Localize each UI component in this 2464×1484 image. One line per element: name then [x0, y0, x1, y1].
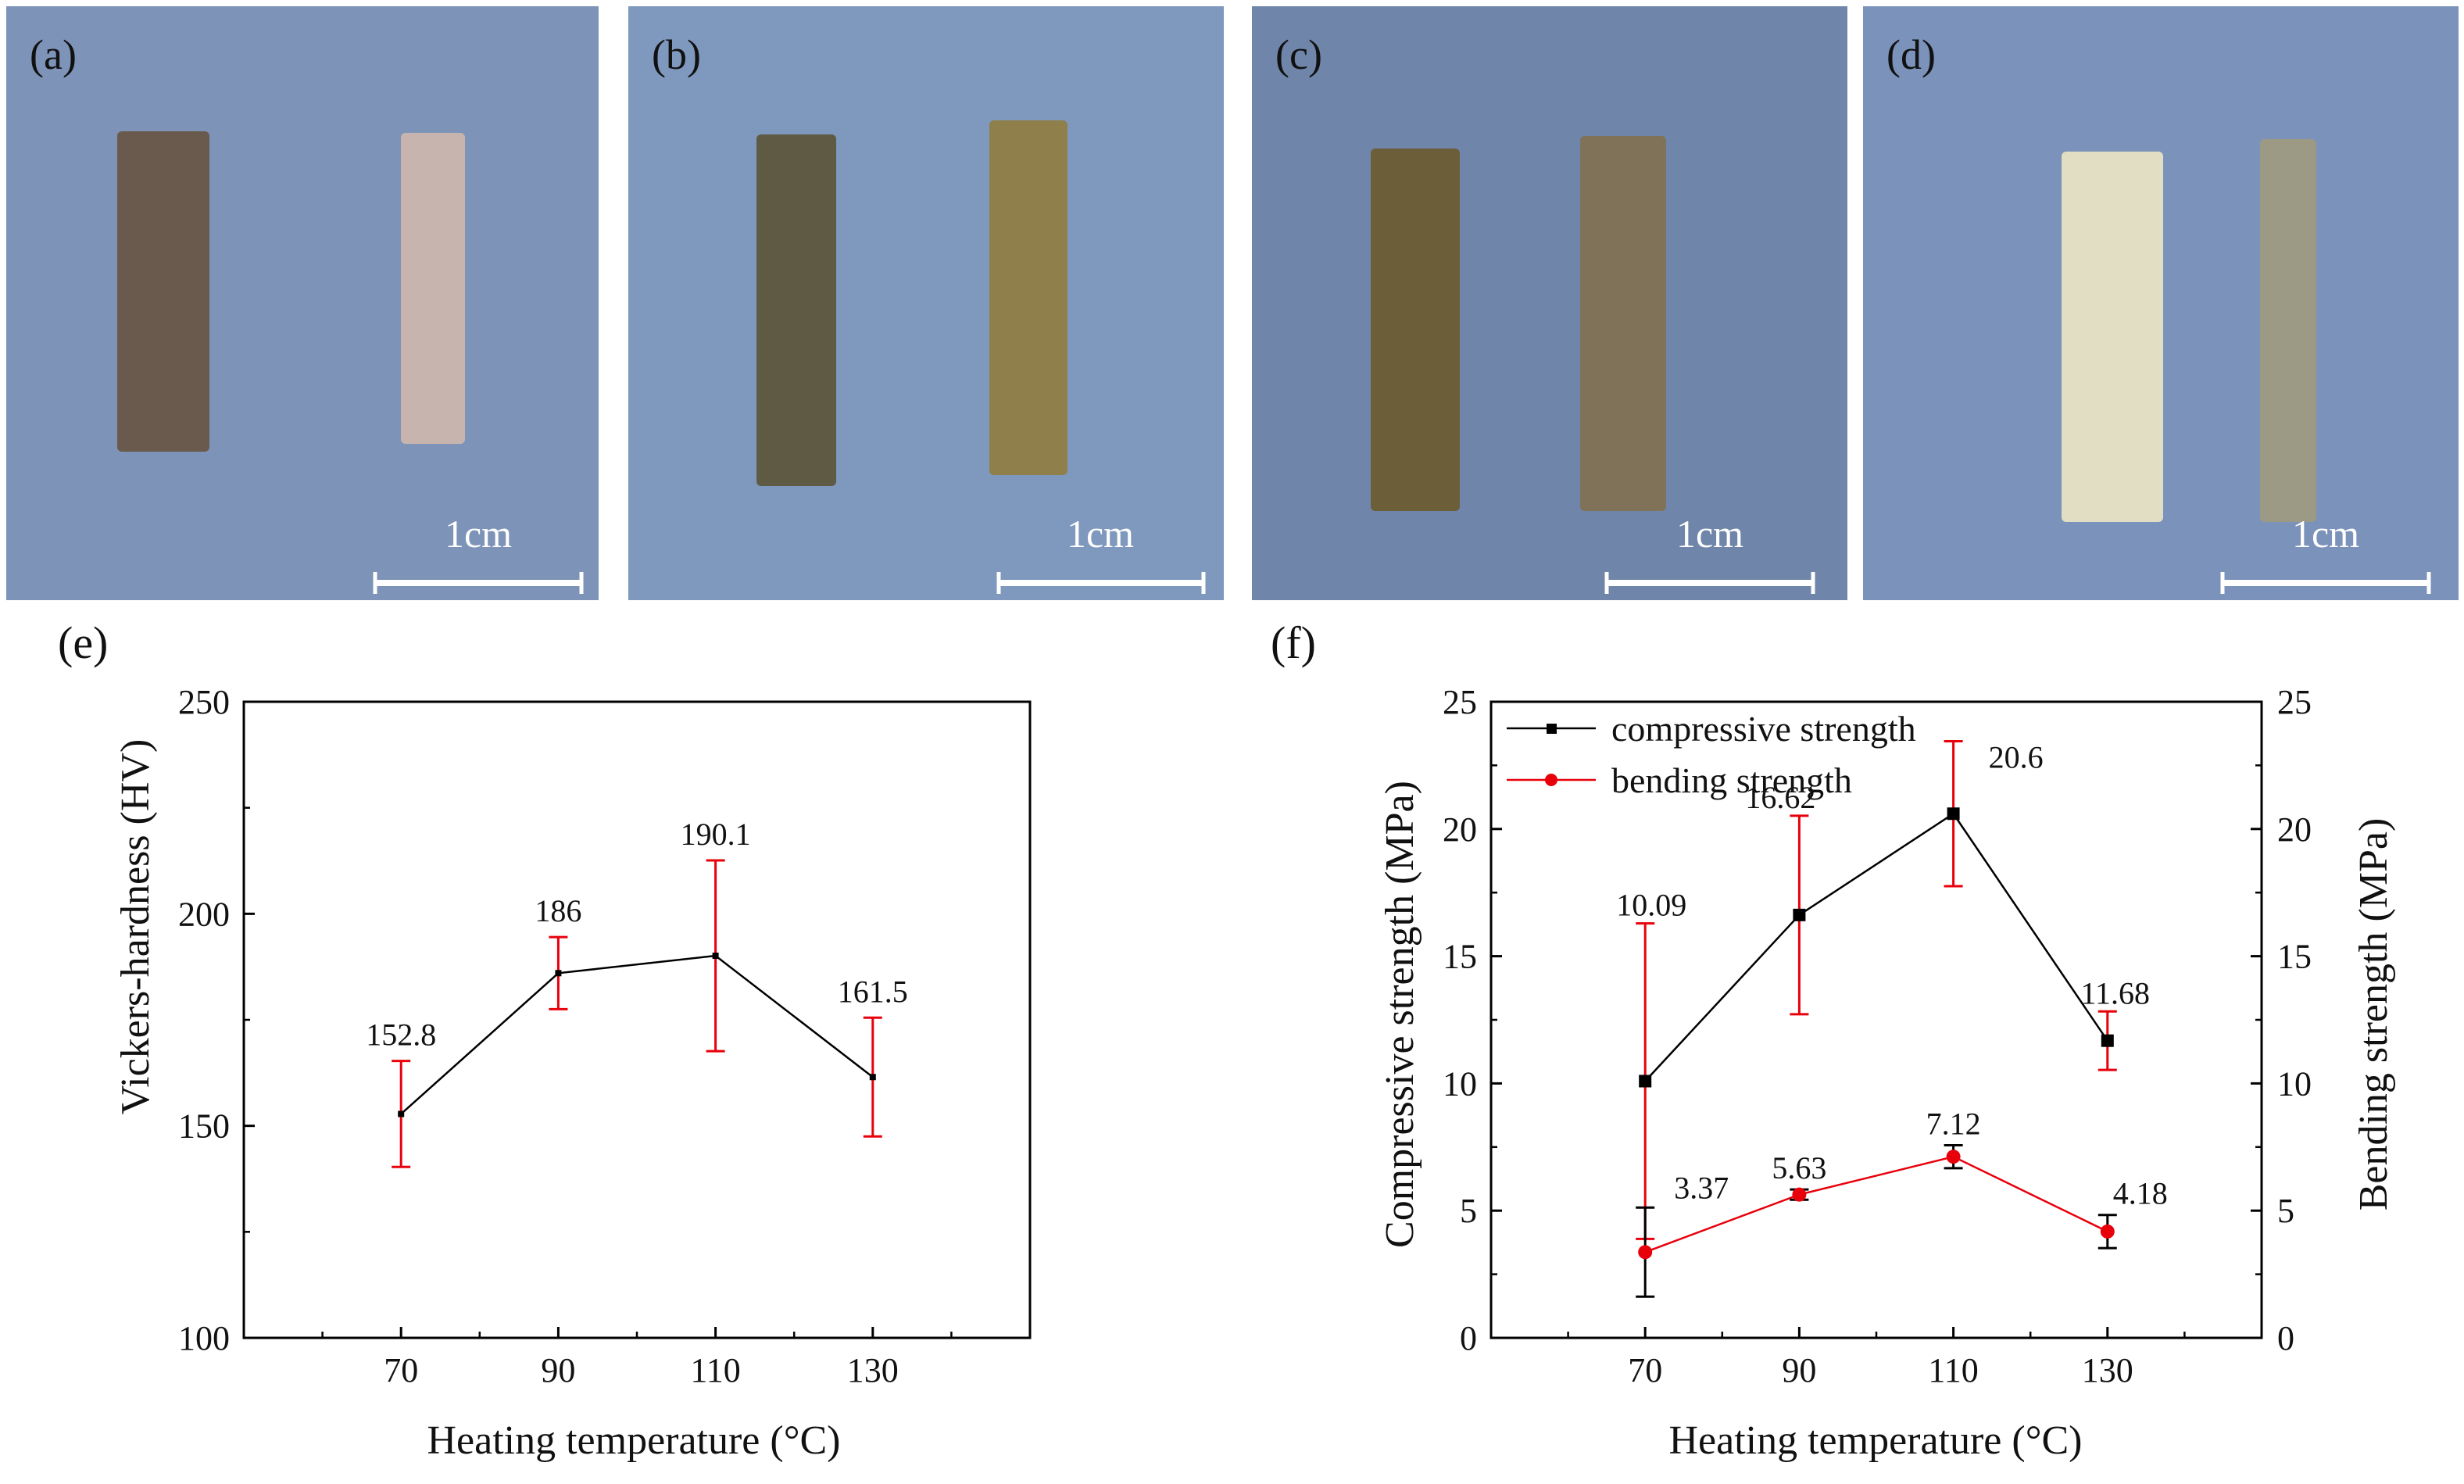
data-point — [712, 953, 719, 960]
chart-e: (e) Vickers-hardness (HV) Heating temper… — [58, 617, 1032, 1463]
y-right-tick-label: 10 — [2277, 1064, 2312, 1103]
charts-area: (e) Vickers-hardness (HV) Heating temper… — [58, 617, 2396, 1463]
x-tick-label: 90 — [541, 1351, 575, 1389]
chart-f: (f) Compressive strength (MPa) Bending s… — [1271, 617, 2396, 1463]
photo-c-background — [1252, 6, 1847, 600]
sample-bar-right — [989, 120, 1067, 475]
x-tick-label: 110 — [690, 1351, 740, 1389]
panel-label-c: (c) — [1275, 31, 1322, 78]
photo-d-image: (d) 1cm — [1863, 6, 2459, 600]
data-label: 4.18 — [2113, 1176, 2168, 1211]
y-tick-label: 250 — [178, 683, 230, 721]
y-tick-label: 150 — [178, 1107, 230, 1146]
scale-bar-label: 1cm — [445, 512, 512, 556]
data-label: 190.1 — [681, 817, 751, 852]
sample-bar-left — [1371, 148, 1460, 511]
data-label: 3.37 — [1674, 1170, 1729, 1205]
y-tick-label: 25 — [1443, 683, 1477, 721]
photo-b-image: (b) 1cm — [628, 6, 1224, 600]
x-tick-label: 70 — [1628, 1351, 1662, 1389]
data-point — [1638, 1245, 1653, 1260]
y-tick-label: 0 — [1460, 1319, 1477, 1357]
scale-bar-label: 1cm — [1676, 512, 1743, 556]
data-point — [2101, 1034, 2114, 1047]
x-tick-label: 90 — [1782, 1351, 1816, 1389]
series-line — [400, 954, 874, 1115]
sample-bar-left — [756, 134, 836, 486]
data-point — [1792, 1187, 1807, 1202]
data-point — [1639, 1075, 1652, 1088]
photo-b-background — [628, 6, 1224, 600]
y-right-tick-label: 0 — [2277, 1319, 2294, 1357]
x-tick-label: 130 — [847, 1351, 899, 1389]
data-point — [2100, 1224, 2115, 1239]
series-line — [1644, 1155, 2108, 1253]
scale-bar-label: 1cm — [2292, 512, 2359, 556]
legend-label-compressive: compressive strength — [1611, 709, 1916, 749]
panel-label-e: (e) — [58, 617, 108, 668]
data-point — [398, 1110, 405, 1117]
photo-a-background — [6, 6, 599, 600]
photo-panel-a: (a) 1cm — [6, 6, 599, 600]
data-point — [1793, 908, 1806, 921]
sample-bar-right — [401, 133, 465, 444]
y-tick-label: 10 — [1443, 1064, 1477, 1103]
panel-label-b: (b) — [652, 31, 701, 78]
data-label: 11.68 — [2081, 975, 2151, 1010]
sample-bar-left — [2062, 152, 2163, 522]
data-point — [555, 970, 562, 977]
data-point — [1946, 1150, 1961, 1164]
data-label: 5.63 — [1772, 1150, 1826, 1185]
chart-f-ylabel-right: Bending strength (MPa) — [2351, 818, 2396, 1211]
photo-panel-d: (d) 1cm — [1863, 6, 2459, 600]
plot-frame — [1489, 700, 2263, 1339]
panel-label-a: (a) — [30, 31, 77, 78]
chart-f-xlabel: Heating temperature (°C) — [1668, 1418, 2082, 1463]
data-point — [869, 1074, 876, 1081]
legend-marker-bending — [1545, 774, 1557, 786]
y-tick-label: 5 — [1460, 1192, 1477, 1230]
panel-label-f: (f) — [1271, 617, 1316, 668]
data-label: 152.8 — [366, 1017, 436, 1053]
data-label: 186 — [535, 893, 581, 928]
chart-f-ylabel-left: Compressive strength (MPa) — [1378, 781, 1422, 1248]
data-label: 16.62 — [1745, 780, 1815, 815]
y-tick-label: 20 — [1443, 810, 1477, 849]
y-tick-label: 100 — [178, 1319, 230, 1357]
photo-c-image: (c) 1cm — [1252, 6, 1847, 600]
plot-frame — [242, 700, 1032, 1339]
data-label: 161.5 — [838, 974, 908, 1009]
y-right-tick-label: 5 — [2277, 1192, 2294, 1230]
y-right-tick-label: 20 — [2277, 810, 2312, 849]
y-tick-label: 15 — [1443, 938, 1477, 976]
sample-bar-right — [1580, 136, 1666, 511]
data-point — [1947, 807, 1960, 821]
photo-panel-c: (c) 1cm — [1252, 6, 1847, 600]
sample-bar-left — [117, 131, 209, 452]
y-right-tick-label: 15 — [2277, 938, 2312, 976]
scale-bar-label: 1cm — [1067, 512, 1134, 556]
chart-e-xlabel: Heating temperature (°C) — [427, 1418, 840, 1463]
data-label: 10.09 — [1616, 888, 1686, 923]
y-right-tick-label: 25 — [2277, 683, 2312, 721]
x-tick-label: 130 — [2082, 1351, 2133, 1389]
photo-a-image: (a) 1cm — [6, 6, 599, 600]
legend-marker-compressive — [1547, 724, 1557, 734]
data-label: 20.6 — [1989, 739, 2044, 774]
photo-panel-b: (b) 1cm — [628, 6, 1224, 600]
chart-e-ylabel: Vickers-hardness (HV) — [113, 739, 158, 1115]
sample-bar-right — [2260, 139, 2316, 522]
chart-f-legend: compressive strength bending strength — [1507, 709, 1916, 800]
panel-label-d: (d) — [1886, 31, 1936, 78]
data-label: 7.12 — [1926, 1107, 1981, 1142]
series-line — [1644, 812, 2108, 1082]
x-tick-label: 70 — [384, 1351, 418, 1389]
x-tick-label: 110 — [1928, 1351, 1978, 1389]
y-tick-label: 200 — [178, 895, 230, 933]
legend-label-bending: bending strength — [1611, 760, 1852, 800]
